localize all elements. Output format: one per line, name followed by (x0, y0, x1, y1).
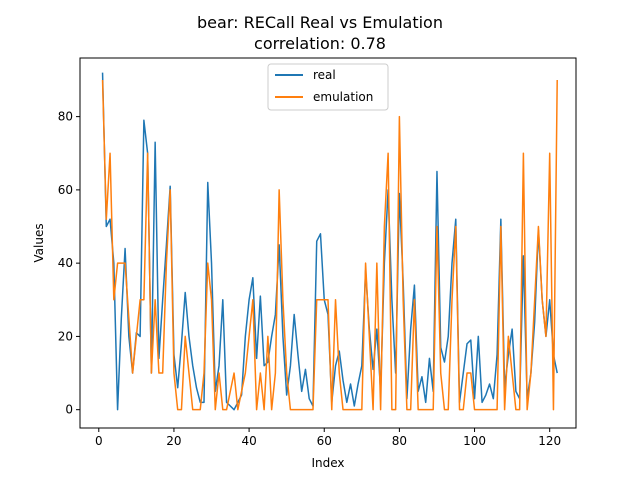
x-tick-label: 40 (241, 434, 256, 448)
x-tick-label: 60 (317, 434, 332, 448)
y-tick-label: 0 (65, 403, 73, 417)
x-tick-label: 120 (538, 434, 561, 448)
x-tick-label: 100 (463, 434, 486, 448)
x-tick-label: 0 (95, 434, 103, 448)
y-tick-label: 40 (58, 256, 73, 270)
y-tick-label: 80 (58, 110, 73, 124)
x-tick-label: 80 (392, 434, 407, 448)
legend-label-real: real (313, 68, 336, 82)
x-axis-label: Index (311, 456, 344, 470)
chart-title: bear: RECall Real vs Emulation (197, 13, 443, 32)
y-tick-label: 20 (58, 329, 73, 343)
y-axis-label: Values (32, 223, 46, 262)
y-tick-label: 60 (58, 183, 73, 197)
legend: real emulation (267, 63, 389, 111)
x-axis: 0 20 40 60 80 100 120 (95, 428, 561, 448)
legend-label-emulation: emulation (313, 90, 373, 104)
chart-subtitle: correlation: 0.78 (254, 34, 386, 53)
x-tick-label: 20 (166, 434, 181, 448)
y-axis: 0 20 40 60 80 (58, 110, 80, 417)
plot-frame (79, 57, 577, 429)
series-line-emulation (101, 79, 558, 411)
plot-area: 0 20 40 60 80 100 120 0 20 40 60 80 (58, 57, 577, 448)
series-layer (101, 72, 558, 411)
